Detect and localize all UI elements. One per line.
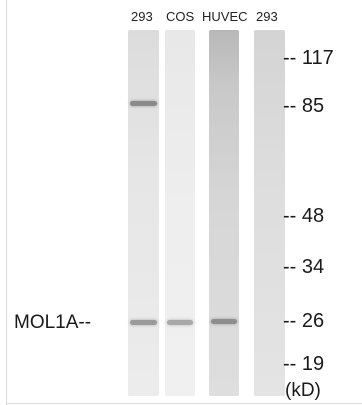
lane-label-1: 293 xyxy=(131,9,153,24)
mw-marker-19: -- 19 xyxy=(283,353,325,375)
band-lane-3-mol1a xyxy=(211,319,237,324)
blot-lane-2 xyxy=(165,30,195,396)
mw-marker-48: -- 48 xyxy=(283,205,325,227)
lane-label-4: 293 xyxy=(256,9,278,24)
mw-marker-85: -- 85 xyxy=(283,95,325,117)
mw-marker-34: -- 34 xyxy=(283,256,325,278)
band-lane-1-85kd xyxy=(130,101,157,106)
blot-lane-4 xyxy=(254,30,285,396)
mw-marker-117: -- 117 xyxy=(283,47,334,69)
blot-lane-3 xyxy=(209,30,239,396)
lane-label-3: HUVEC xyxy=(202,9,248,24)
lane-label-2: COS xyxy=(166,9,195,24)
mw-marker-26: -- 26 xyxy=(283,310,325,332)
blot-lane-1 xyxy=(128,30,159,396)
band-lane-1-mol1a xyxy=(130,320,157,325)
unit-label: (kD) xyxy=(285,380,321,401)
figure-bottom-border xyxy=(6,403,362,404)
band-lane-2-mol1a xyxy=(167,320,193,325)
protein-label: MOL1A-- xyxy=(14,312,92,333)
figure-left-border xyxy=(6,0,7,405)
